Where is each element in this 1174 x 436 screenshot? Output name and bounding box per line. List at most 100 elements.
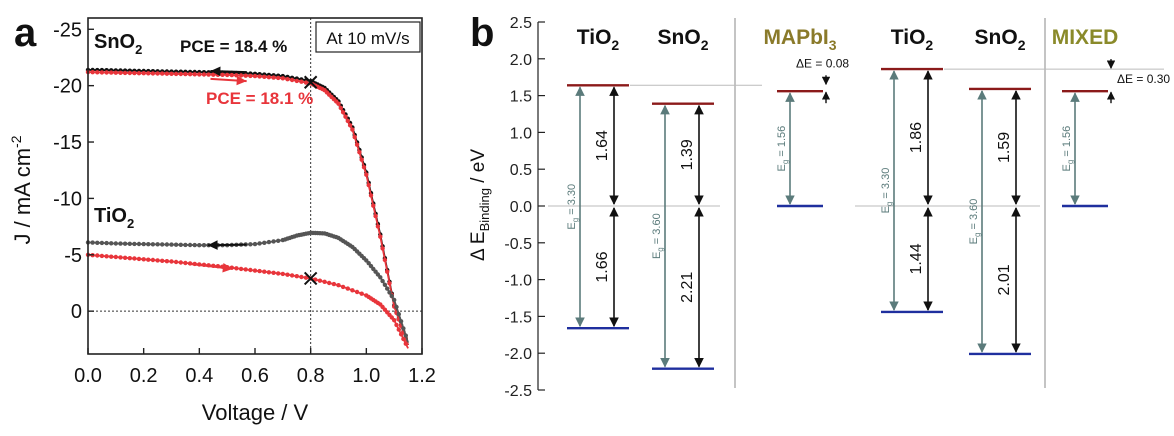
- data-point: [201, 243, 207, 248]
- scan-arrow-head-1: [236, 75, 247, 86]
- header-text: TiO: [891, 26, 926, 49]
- header-text: MAPbI: [763, 26, 828, 49]
- data-point: [354, 289, 360, 295]
- data-point: [187, 72, 193, 77]
- data-point: [127, 241, 132, 246]
- data-point: [285, 272, 290, 277]
- data-point: [340, 110, 346, 115]
- eg-value: = 3.60: [968, 199, 980, 233]
- data-point: [132, 241, 137, 247]
- eg-sub: g: [973, 233, 982, 237]
- data-point: [394, 322, 399, 328]
- header-subscript: 2: [701, 37, 709, 53]
- data-point: [155, 71, 160, 76]
- data-point: [375, 224, 381, 229]
- data-point: [252, 268, 258, 273]
- data-point: [266, 270, 272, 275]
- data-point: [225, 72, 230, 78]
- data-point: [271, 75, 276, 80]
- header-text: MIXED: [1052, 26, 1119, 49]
- data-point: [252, 73, 258, 79]
- data-point: [387, 281, 392, 286]
- mpp-cross-marker-1: [303, 271, 318, 286]
- data-point: [403, 333, 408, 338]
- data-point: [243, 73, 248, 78]
- panel-a-plot-frame: [87, 17, 423, 355]
- band-gap-label: Eg = 1.56: [1061, 126, 1075, 172]
- data-point: [122, 70, 128, 76]
- data-point: [350, 127, 355, 132]
- data-point: [294, 78, 299, 84]
- eg-sub: g: [1066, 160, 1075, 164]
- data-point: [109, 70, 114, 75]
- header-text: TiO: [577, 26, 612, 49]
- data-point: [345, 118, 350, 124]
- data-point: [378, 275, 383, 280]
- data-point: [104, 240, 109, 246]
- data-point: [118, 70, 123, 76]
- data-point: [382, 282, 388, 287]
- data-point: [238, 266, 244, 272]
- data-point: [234, 266, 239, 271]
- scan-arrow-head-3: [222, 262, 233, 273]
- panel-b-y-axis-label: Δ EBinding / eV: [468, 149, 492, 261]
- x-tick-label: 1.2: [408, 365, 436, 387]
- data-point: [262, 240, 267, 245]
- data-point: [164, 259, 170, 264]
- eg-value: = 3.30: [880, 168, 892, 202]
- panel-a-y-axis-label: J / mA cm-2: [8, 135, 35, 244]
- upper-offset-value: 1.59: [996, 132, 1013, 163]
- data-point: [366, 182, 371, 188]
- eg-sub: g: [781, 160, 790, 164]
- series-sno2-line-1: [87, 71, 409, 346]
- column-header: SnO2: [658, 26, 709, 53]
- data-point: [197, 72, 202, 77]
- data-point: [303, 80, 309, 85]
- data-point: [90, 70, 95, 75]
- y-tick-label: -10: [53, 188, 82, 210]
- data-point: [271, 270, 276, 275]
- data-point: [109, 254, 114, 259]
- data-point: [352, 134, 357, 140]
- data-point: [178, 71, 183, 77]
- data-point: [403, 341, 408, 346]
- panel-a-x-ticks: 0.0 0.2 0.4 0.6 0.8 1.0 1.2: [74, 348, 436, 387]
- data-point: [169, 71, 174, 77]
- data-point: [95, 253, 100, 258]
- series-tio2-line-2: [87, 231, 409, 343]
- eg-value: = 3.30: [566, 184, 578, 218]
- data-point: [396, 327, 401, 332]
- data-point: [266, 239, 272, 245]
- data-point: [104, 254, 109, 259]
- data-point: [398, 319, 404, 324]
- data-point: [262, 269, 267, 274]
- data-point: [150, 71, 156, 76]
- data-point: [155, 258, 160, 263]
- series-tio2-line-3: [87, 253, 409, 349]
- data-point: [220, 72, 225, 78]
- data-point: [387, 290, 392, 295]
- data-point: [359, 157, 364, 162]
- x-tick-label: 0.2: [130, 365, 158, 387]
- data-point: [113, 241, 119, 246]
- scan-rate-box: [315, 21, 421, 53]
- panel-a-guides: [88, 18, 422, 354]
- upper-offset-value: 1.39: [679, 139, 696, 170]
- data-point: [192, 242, 197, 248]
- data-point: [280, 76, 285, 81]
- data-point: [122, 241, 128, 246]
- data-point: [378, 234, 383, 239]
- data-point: [127, 70, 132, 76]
- panel-a-y-ticks: -25 -20 -15 -10 -5 0: [53, 19, 94, 323]
- panel-b-label: b: [470, 11, 494, 55]
- y-tick-label: 2.0: [510, 52, 532, 69]
- data-point: [294, 274, 299, 279]
- column-header: TiO2: [577, 26, 620, 53]
- data-point: [382, 257, 388, 263]
- header-subscript: 3: [829, 37, 837, 53]
- data-point: [257, 74, 262, 79]
- data-point: [248, 242, 253, 247]
- data-point: [401, 326, 406, 331]
- scan-rate-label: At 10 mV/s: [326, 29, 409, 48]
